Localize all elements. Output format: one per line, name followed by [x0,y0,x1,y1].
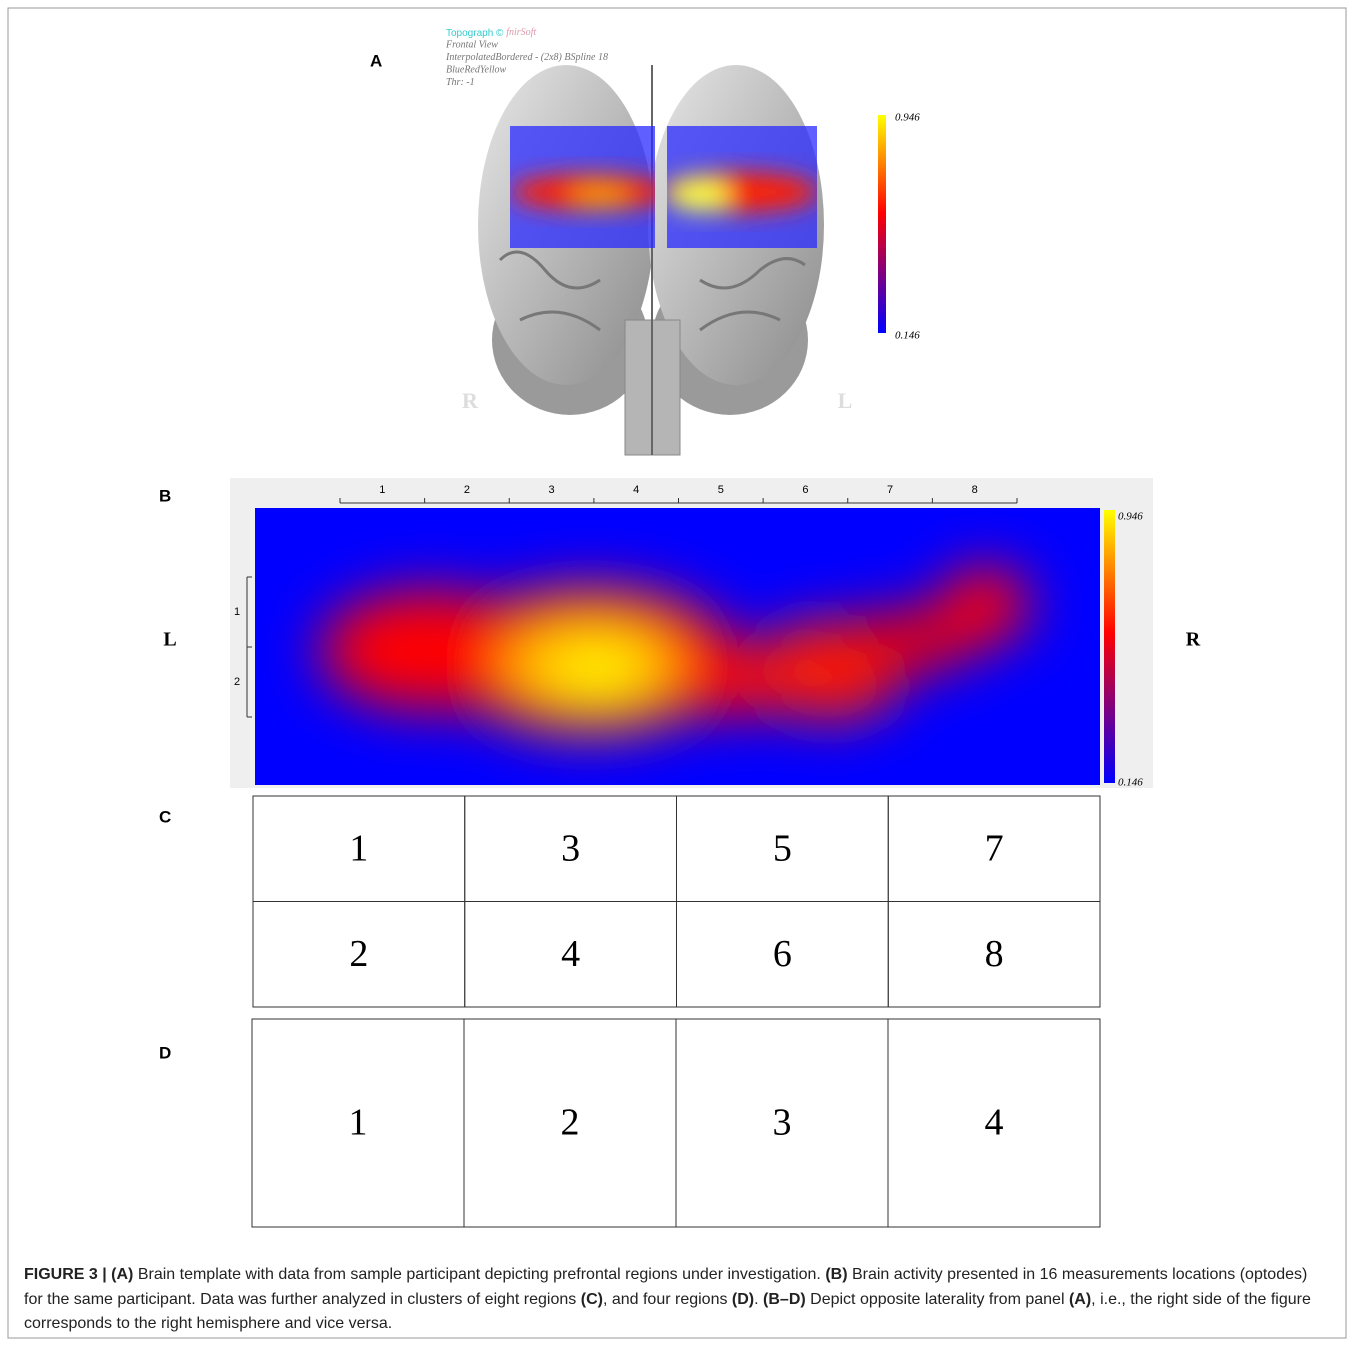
side-label: L [838,388,853,413]
side-label: R [1186,629,1201,651]
panel-label: D [159,1043,171,1062]
caption-text: , and four regions [603,1291,732,1308]
caption-text: (A) [1069,1291,1091,1308]
caption-text: (B–D) [763,1291,806,1308]
colorbar-min: 0.146 [1118,777,1143,789]
region-number: 1 [349,1102,368,1144]
column-label: 2 [464,484,470,496]
side-label: L [163,629,176,651]
caption-text: (B) [825,1266,847,1283]
column-label: 4 [633,484,639,496]
region-number: 4 [985,1102,1004,1144]
region-number: 8 [985,933,1004,975]
column-label: 1 [379,484,385,496]
region-number: 4 [561,933,580,975]
info-line: BlueRedYellow [446,64,507,75]
colorbar-min: 0.146 [895,330,920,342]
caption-text: (C) [581,1291,603,1308]
column-label: 8 [972,484,978,496]
row-label: 2 [234,676,240,688]
info-line: Thr: -1 [446,77,475,88]
info-line: InterpolatedBordered - (2x8) BSpline 18 [445,52,608,63]
column-label: 7 [887,484,893,496]
region-number: 3 [773,1102,792,1144]
region-number: 1 [349,827,368,869]
caption-text: Depict opposite laterality from panel [806,1291,1069,1308]
colorbar-max: 0.946 [895,112,920,124]
caption-text: FIGURE 3 | [24,1266,111,1283]
figure: A Topograph © fnirSoft Frontal View Inter… [0,0,1354,1345]
panel-label: B [159,486,171,505]
page: A Topograph © fnirSoft Frontal View Inter… [0,0,1354,1345]
colorbar-max: 0.946 [1118,511,1143,523]
caption-text: (A) [111,1266,133,1283]
brain [478,65,824,455]
panel-label: A [370,51,382,70]
region-number: 5 [773,827,792,869]
column-label: 5 [718,484,724,496]
caption-text: . [754,1291,763,1308]
region-number: 3 [561,827,580,869]
region-number: 7 [985,827,1004,869]
region-grid: 1 2 3 4 [252,1019,1100,1227]
region-number: 2 [349,933,368,975]
caption-text: (D) [732,1291,754,1308]
panel-label: C [159,807,171,826]
caption-text: Brain template with data from sample par… [133,1266,825,1283]
column-label: 6 [802,484,808,496]
colorbar [1104,510,1115,783]
colorbar [878,115,886,333]
software-credit: Topograph © fnirSoft [446,27,536,38]
caption: FIGURE 3 | (A) Brain template with data … [24,1263,1330,1337]
row-label: 1 [234,606,240,618]
side-label: R [462,388,479,413]
column-label: 3 [549,484,555,496]
region-grid: 1 3 5 7 2 4 6 8 [253,796,1100,1007]
region-number: 2 [561,1102,580,1144]
info-line: Frontal View [445,39,498,50]
region-number: 6 [773,933,792,975]
